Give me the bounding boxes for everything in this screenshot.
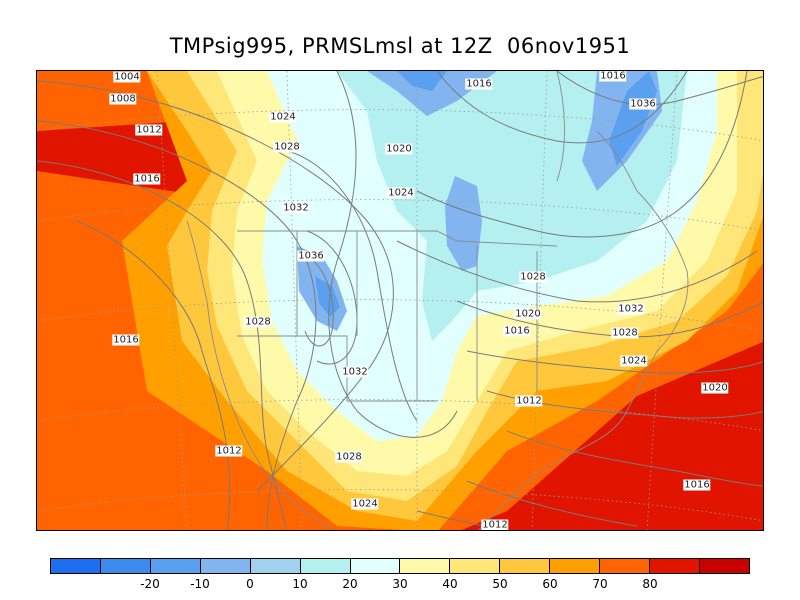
isobar-label-1020: 1020	[701, 382, 729, 394]
color-scale-swatch	[400, 559, 451, 573]
color-scale-tick-label: 20	[342, 577, 358, 591]
color-scale-tick-label: 50	[492, 577, 508, 591]
isobar-label-1024: 1024	[269, 111, 297, 123]
isobar-label-1012: 1012	[135, 124, 163, 136]
color-scale-tick-label: 30	[392, 577, 408, 591]
isobar-label-1016: 1016	[683, 479, 711, 491]
isobar-label-1032: 1032	[282, 202, 310, 214]
isobar-label-1016: 1016	[599, 70, 627, 82]
color-scale-tick-label: 40	[442, 577, 458, 591]
isobar-label-1024: 1024	[351, 498, 379, 510]
isobar-label-1036: 1036	[297, 250, 325, 262]
color-scale-swatch	[500, 559, 551, 573]
isobar-label-1004: 1004	[113, 71, 141, 83]
color-scale-tick-label: 70	[592, 577, 608, 591]
color-scale-swatch	[200, 559, 251, 573]
isobar-label-1028: 1028	[335, 451, 363, 463]
chart-title: TMPsig995, PRMSLmsl at 12Z 06nov1951	[169, 34, 631, 58]
lat-lon-grid	[37, 71, 763, 530]
color-scale-tick-label: 60	[542, 577, 558, 591]
isobar-label-1020: 1020	[514, 308, 542, 320]
color-scale-swatch	[550, 559, 601, 573]
isobar-label-1036: 1036	[629, 98, 657, 110]
color-scale-tick-label: 80	[642, 577, 658, 591]
isobar-label-1012: 1012	[481, 519, 509, 531]
color-scale-swatch	[450, 559, 501, 573]
isobar-label-1020: 1020	[385, 143, 413, 155]
isobar-label-1032: 1032	[341, 366, 369, 378]
color-scale-swatch	[150, 559, 201, 573]
isobar-label-1028: 1028	[611, 327, 639, 339]
isobar-label-1016: 1016	[112, 334, 140, 346]
isobar-label-1008: 1008	[109, 93, 137, 105]
isobar-label-1012: 1012	[215, 445, 243, 457]
isobar-label-1016: 1016	[503, 325, 531, 337]
weather-map-graphic	[37, 71, 763, 530]
color-scale-labels: -20 -10 0 10 20 30 40 50 60 70 80	[50, 577, 750, 593]
isobar-label-1024: 1024	[620, 355, 648, 367]
temp-band-neg10-northeast	[609, 71, 657, 166]
color-scale-swatch	[600, 559, 651, 573]
isobar-label-1028: 1028	[244, 316, 272, 328]
color-scale-tick-label: 0	[246, 577, 254, 591]
isobar-label-1028: 1028	[519, 271, 547, 283]
color-scale-swatch	[699, 559, 749, 573]
color-scale-bar	[50, 558, 750, 574]
temp-band-0-north	[367, 71, 497, 116]
temp-band-neg10-north	[397, 71, 447, 91]
color-scale-tick-label: 10	[292, 577, 308, 591]
isobar-contours	[37, 71, 763, 530]
color-scale-swatch	[100, 559, 151, 573]
isobar-label-1016: 1016	[133, 173, 161, 185]
temp-band-neg10-rockies	[315, 276, 340, 317]
color-scale-tick-label: -20	[140, 577, 160, 591]
isobar-label-1024: 1024	[387, 187, 415, 199]
map-boundaries	[186, 71, 689, 530]
isobar-label-1032: 1032	[617, 303, 645, 315]
color-scale-swatch	[51, 559, 101, 573]
temp-band-0-great-lakes	[445, 176, 482, 271]
isobar-label-1028: 1028	[273, 141, 301, 153]
color-scale-swatch	[250, 559, 301, 573]
color-scale-tick-label: -10	[190, 577, 210, 591]
color-scale-swatch	[350, 559, 401, 573]
color-scale-swatch	[650, 559, 700, 573]
color-scale-swatch	[300, 559, 351, 573]
isobar-label-1016: 1016	[465, 78, 493, 90]
weather-map: 1004 1008 1012 1016 1016 1024 1028 1020 …	[36, 70, 764, 531]
isobar-label-1012: 1012	[515, 395, 543, 407]
